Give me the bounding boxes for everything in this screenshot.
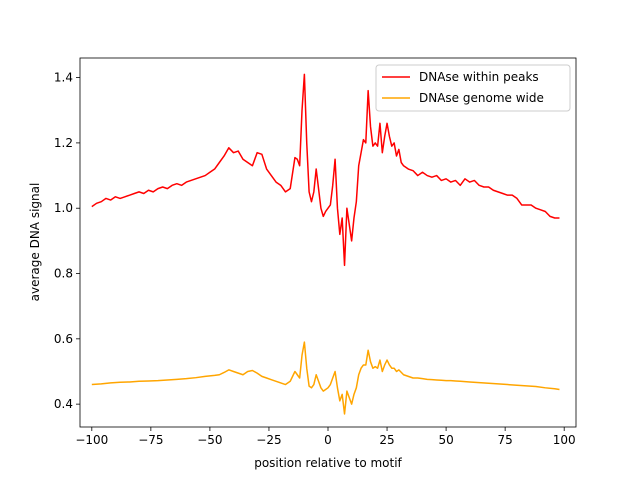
x-tick-label: 25 <box>379 433 394 447</box>
legend-box <box>375 64 571 112</box>
series-line-1 <box>91 73 560 267</box>
y-tick-label: 1.4 <box>54 71 73 85</box>
series-line-2 <box>91 341 560 415</box>
legend-label-2: DNAse genome wide <box>419 91 544 105</box>
y-tick-label: 0.6 <box>54 332 73 346</box>
x-tick-label: 0 <box>324 433 332 447</box>
y-tick-label: 1.0 <box>54 201 73 215</box>
x-tick-label: −75 <box>138 433 163 447</box>
legend: DNAse within peaks DNAse genome wide <box>375 64 571 112</box>
y-axis-label: average DNA signal <box>28 183 42 302</box>
y-axis: 0.4 0.6 0.8 1.0 1.2 1.4 <box>54 71 80 411</box>
x-tick-label: 75 <box>498 433 513 447</box>
x-tick-label: −50 <box>197 433 222 447</box>
x-tick-label: 50 <box>438 433 453 447</box>
legend-label-1: DNAse within peaks <box>419 70 539 84</box>
x-tick-label: −25 <box>256 433 281 447</box>
x-axis-label: position relative to motif <box>254 456 402 470</box>
y-tick-label: 0.8 <box>54 267 73 281</box>
x-axis: −100 −75 −50 −25 0 25 50 75 100 <box>75 427 576 447</box>
y-tick-label: 0.4 <box>54 397 73 411</box>
x-tick-label: 100 <box>553 433 576 447</box>
x-tick-label: −100 <box>75 433 108 447</box>
series-layer <box>91 73 560 415</box>
y-tick-label: 1.2 <box>54 136 73 150</box>
